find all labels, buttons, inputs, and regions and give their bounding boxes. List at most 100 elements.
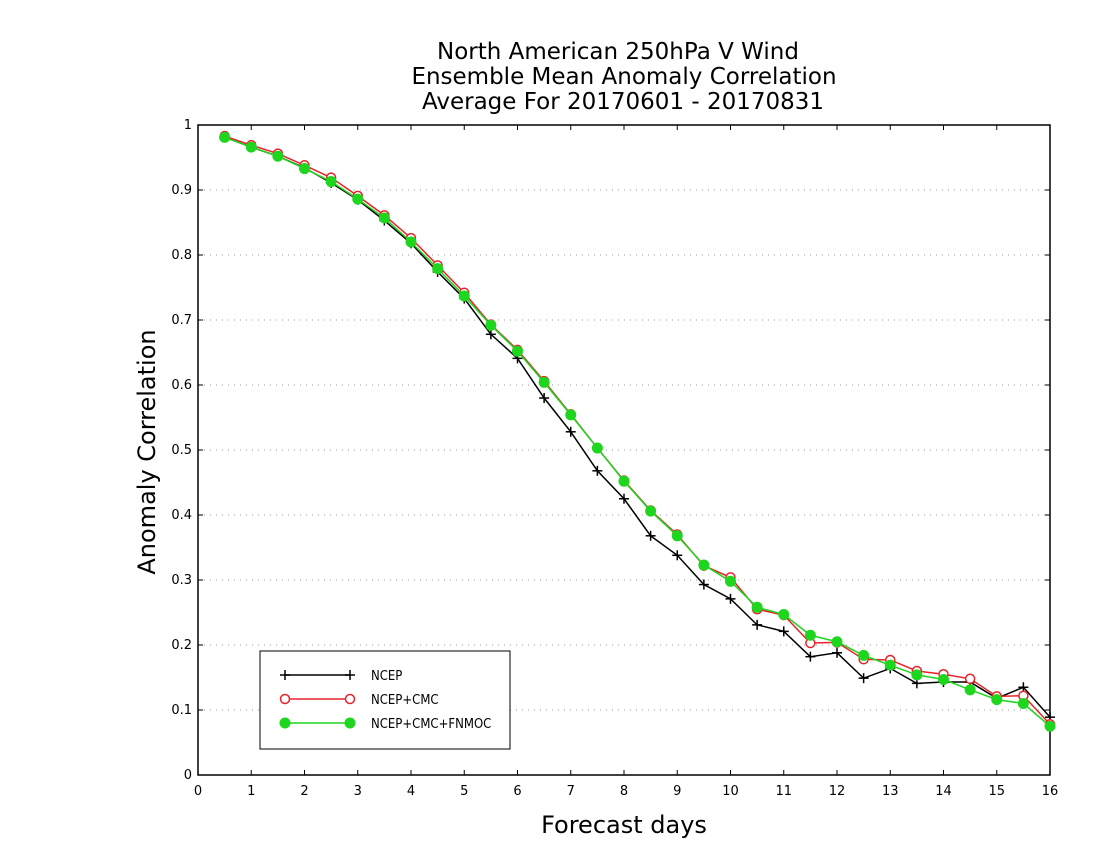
series-line xyxy=(224,136,1051,718)
y-tick-label: 0.5 xyxy=(171,443,192,458)
data-point xyxy=(592,465,603,476)
data-point xyxy=(671,530,683,542)
x-tick-label: 5 xyxy=(460,784,468,799)
y-tick-label: 0.4 xyxy=(171,508,192,523)
x-tick-label: 11 xyxy=(775,784,792,799)
data-point xyxy=(618,475,630,487)
data-point xyxy=(325,176,337,188)
x-axis-label: Forecast days xyxy=(541,811,707,839)
data-point xyxy=(858,673,869,684)
data-point xyxy=(345,670,355,680)
data-point xyxy=(938,673,949,685)
x-tick-label: 9 xyxy=(673,784,681,799)
data-point xyxy=(485,319,497,331)
series-line xyxy=(224,136,1051,727)
x-tick-label: 8 xyxy=(620,784,628,799)
data-point xyxy=(991,694,1003,706)
y-axis-label: Anomaly Correlation xyxy=(133,329,161,574)
series-line xyxy=(224,135,1051,725)
data-point xyxy=(725,593,736,604)
series-2 xyxy=(219,130,1056,730)
data-point xyxy=(245,141,257,153)
data-point xyxy=(1044,720,1056,732)
data-point xyxy=(344,717,356,729)
data-point xyxy=(344,693,356,705)
data-point xyxy=(299,163,310,175)
y-tick-label: 0.9 xyxy=(171,183,192,198)
x-tick-label: 0 xyxy=(194,784,202,799)
chart-title-line-3: Average For 20170601 - 20170831 xyxy=(422,89,824,115)
y-tick-label: 0.6 xyxy=(171,378,192,393)
x-tick-label: 13 xyxy=(882,784,899,799)
data-point xyxy=(805,651,816,662)
y-axis: 0 0.1 0.2 0.3 0.4 0.5 0.6 0.7 0.8 0.9 1 xyxy=(171,118,1050,783)
x-tick-label: 4 xyxy=(407,784,415,799)
data-point xyxy=(858,649,870,661)
data-point xyxy=(725,575,736,587)
data-point xyxy=(645,530,656,541)
x-tick-label: 10 xyxy=(722,784,739,799)
legend-item: NCEP+CMC+FNMOC xyxy=(279,717,491,732)
data-point xyxy=(698,579,709,590)
data-point xyxy=(565,409,577,421)
legend-label: NCEP+CMC+FNMOC xyxy=(371,717,491,732)
data-point xyxy=(645,505,657,517)
y-tick-label: 0.7 xyxy=(171,313,192,328)
series-3 xyxy=(219,131,1056,732)
data-point xyxy=(405,236,417,248)
data-point xyxy=(352,193,364,205)
data-point xyxy=(752,619,763,630)
data-point xyxy=(964,684,976,696)
y-tick-label: 0.2 xyxy=(171,638,192,653)
y-tick-label: 0.1 xyxy=(171,703,192,718)
series xyxy=(219,130,1056,732)
data-point xyxy=(272,150,284,162)
data-point xyxy=(512,345,523,357)
y-tick-label: 1 xyxy=(184,118,192,133)
data-point xyxy=(591,442,603,454)
data-point xyxy=(911,669,923,681)
legend-box xyxy=(259,650,511,750)
data-point xyxy=(458,290,470,302)
data-point xyxy=(884,659,896,671)
legend-label: NCEP xyxy=(371,669,402,684)
data-point xyxy=(219,131,231,143)
data-point xyxy=(698,559,710,571)
data-point xyxy=(432,263,444,275)
x-tick-label: 6 xyxy=(513,784,521,799)
y-tick-label: 0 xyxy=(184,768,192,783)
data-point xyxy=(485,329,496,340)
x-tick-label: 14 xyxy=(935,784,952,799)
chart-title-line-1: North American 250hPa V Wind xyxy=(437,39,799,65)
x-tick-label: 15 xyxy=(988,784,1005,799)
x-tick-label: 1 xyxy=(247,784,255,799)
x-tick-label: 2 xyxy=(300,784,308,799)
y-tick-label: 0.8 xyxy=(171,248,192,263)
data-point xyxy=(565,426,576,437)
x-tick-label: 7 xyxy=(567,784,575,799)
y-tick-label: 0.3 xyxy=(171,573,192,588)
data-point xyxy=(832,647,842,658)
legend-label: NCEP+CMC xyxy=(371,693,439,708)
data-point xyxy=(279,693,291,705)
x-tick-label: 12 xyxy=(829,784,846,799)
legend-item: NCEP xyxy=(280,669,402,684)
chart-title-line-2: Ensemble Mean Anomaly Correlation xyxy=(411,64,836,90)
data-point xyxy=(672,550,683,561)
data-point xyxy=(619,493,629,504)
data-point xyxy=(964,673,976,685)
data-point xyxy=(539,393,550,403)
data-point xyxy=(751,601,763,613)
data-point xyxy=(1017,698,1029,709)
x-tick-label: 16 xyxy=(1042,784,1059,799)
data-point xyxy=(778,608,790,620)
data-point xyxy=(279,717,291,729)
data-point xyxy=(280,670,290,680)
data-point xyxy=(378,212,390,224)
data-point xyxy=(778,626,789,637)
series-1 xyxy=(219,132,1055,723)
grid xyxy=(198,189,1050,711)
legend: NCEP NCEP+CMC NCEP+CMC+FNMOC xyxy=(259,650,511,750)
data-point xyxy=(831,636,843,648)
